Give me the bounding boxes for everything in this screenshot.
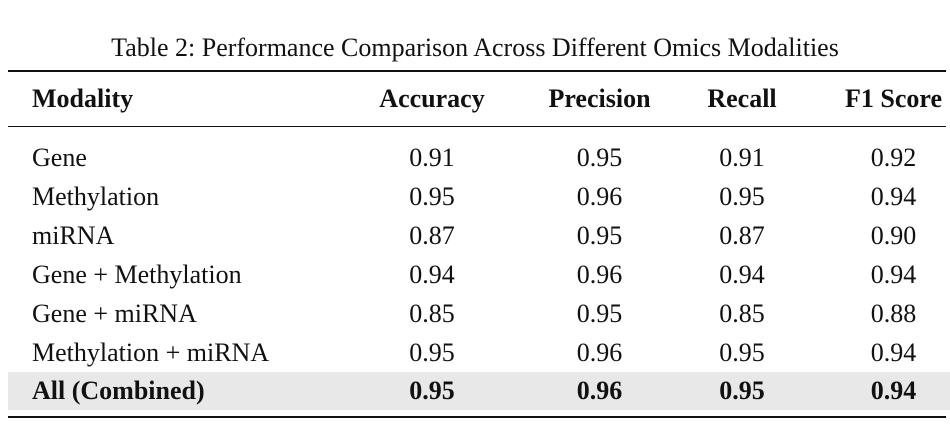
header-precision: Precision xyxy=(548,84,651,113)
cell-modality: Methylation xyxy=(32,181,160,211)
table-row: Methylation + miRNA 0.95 0.96 0.95 0.94 xyxy=(8,333,950,372)
cell-f1-score: 0.94 xyxy=(870,259,917,289)
cell-precision: 0.95 xyxy=(576,220,623,250)
cell-recall: 0.87 xyxy=(719,220,765,250)
cell-accuracy: 0.94 xyxy=(409,259,455,289)
cell-precision: 0.96 xyxy=(576,181,623,211)
cell-recall: 0.91 xyxy=(719,142,765,172)
cell-f1-score: 0.88 xyxy=(870,298,917,328)
table-row-combined: All (Combined) 0.95 0.96 0.95 0.94 xyxy=(8,372,950,410)
cell-recall: 0.85 xyxy=(719,298,765,328)
cell-accuracy: 0.95 xyxy=(409,181,455,211)
table-row: Gene + miRNA 0.85 0.95 0.85 0.88 xyxy=(8,294,950,333)
cell-accuracy: 0.87 xyxy=(409,220,455,250)
cell-f1-score: 0.92 xyxy=(870,142,917,172)
cell-recall: 0.94 xyxy=(719,259,765,289)
cell-f1-score: 0.94 xyxy=(870,337,917,367)
table-top-rule xyxy=(8,70,946,72)
table-row: Methylation 0.95 0.96 0.95 0.94 xyxy=(8,177,950,216)
table-row: Gene 0.91 0.95 0.91 0.92 xyxy=(8,126,950,177)
cell-accuracy: 0.85 xyxy=(409,298,455,328)
table-header-row: Modality Accuracy Precision Recall F1 Sc… xyxy=(8,72,950,126)
cell-precision: 0.96 xyxy=(576,259,623,289)
cell-precision: 0.96 xyxy=(532,372,667,410)
cell-f1-score: 0.90 xyxy=(870,220,917,250)
cell-modality: miRNA xyxy=(32,220,115,250)
table-header-rule xyxy=(8,126,946,127)
cell-f1-score: 0.94 xyxy=(870,181,917,211)
cell-f1-score: 0.94 xyxy=(817,372,950,410)
table-caption: Table 2: Performance Comparison Across D… xyxy=(111,33,839,62)
cell-precision: 0.95 xyxy=(576,298,623,328)
cell-modality: Gene xyxy=(32,142,87,172)
header-modality: Modality xyxy=(32,84,134,113)
cell-modality: Methylation + miRNA xyxy=(32,337,270,367)
header-accuracy: Accuracy xyxy=(379,84,485,113)
cell-recall: 0.95 xyxy=(719,337,765,367)
table-bottom-rule xyxy=(8,416,946,418)
cell-recall: 0.95 xyxy=(719,181,765,211)
cell-accuracy: 0.91 xyxy=(409,142,455,172)
header-f1-score: F1 Score xyxy=(845,84,942,113)
cell-precision: 0.95 xyxy=(576,142,623,172)
cell-modality: All (Combined) xyxy=(8,372,332,410)
cell-recall: 0.95 xyxy=(667,372,817,410)
cell-modality: Gene + miRNA xyxy=(32,298,197,328)
table-row: miRNA 0.87 0.95 0.87 0.90 xyxy=(8,216,950,255)
performance-table: Modality Accuracy Precision Recall F1 Sc… xyxy=(8,72,950,410)
cell-modality: Gene + Methylation xyxy=(32,259,242,289)
cell-accuracy: 0.95 xyxy=(332,372,532,410)
header-recall: Recall xyxy=(707,84,777,113)
table-row: Gene + Methylation 0.94 0.96 0.94 0.94 xyxy=(8,255,950,294)
cell-precision: 0.96 xyxy=(576,337,623,367)
cell-accuracy: 0.95 xyxy=(409,337,455,367)
